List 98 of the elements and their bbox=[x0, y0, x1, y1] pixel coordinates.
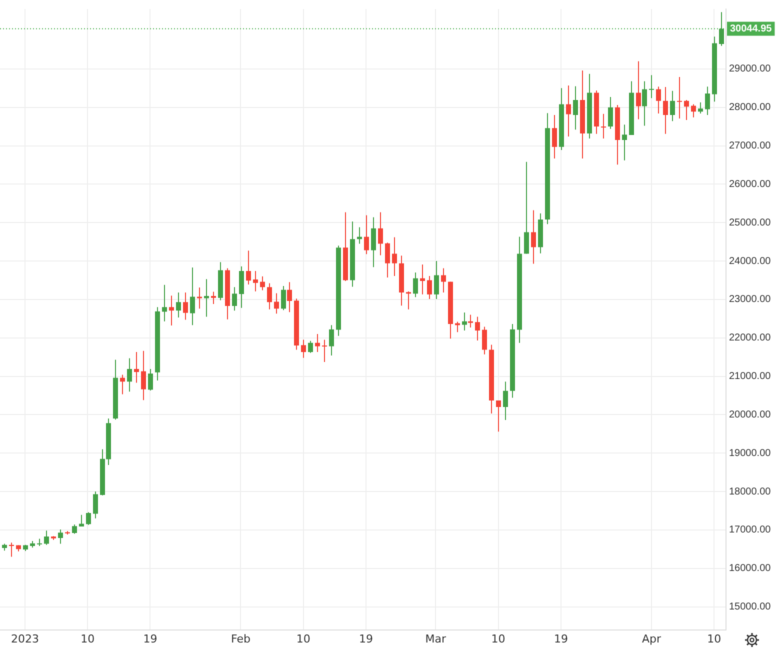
y-tick-label: 17000.00 bbox=[729, 524, 772, 536]
candlestick bbox=[622, 124, 627, 161]
candlestick bbox=[670, 90, 675, 122]
candlestick bbox=[566, 84, 571, 138]
x-tick-label: 10 bbox=[707, 632, 722, 646]
candlestick bbox=[72, 524, 77, 534]
candlestick bbox=[239, 266, 244, 308]
candlestick bbox=[204, 278, 209, 318]
candlestick bbox=[420, 264, 425, 295]
candlestick bbox=[79, 514, 84, 527]
y-tick-label: 18000.00 bbox=[729, 486, 772, 498]
candlestick bbox=[322, 339, 327, 363]
y-tick-label: 19000.00 bbox=[729, 448, 772, 459]
candlestick bbox=[315, 334, 320, 353]
candlestick bbox=[134, 352, 139, 384]
candlestick bbox=[86, 512, 91, 526]
y-tick-label: 23000.00 bbox=[729, 294, 772, 306]
x-tick-label: 19 bbox=[143, 632, 158, 646]
x-tick-label: Apr bbox=[642, 632, 662, 646]
candlestick bbox=[427, 275, 432, 300]
candlestick bbox=[413, 272, 418, 298]
x-tick-label: 10 bbox=[80, 632, 95, 646]
x-tick-label: 19 bbox=[359, 632, 374, 646]
x-tick-label: Mar bbox=[425, 632, 447, 646]
y-tick-label: 22000.00 bbox=[729, 332, 772, 344]
candlestick bbox=[531, 210, 536, 264]
candlestick bbox=[656, 86, 661, 114]
candlestick bbox=[44, 530, 49, 546]
x-tick-label: 10 bbox=[296, 632, 310, 646]
candlestick bbox=[698, 102, 703, 114]
candlestick bbox=[148, 368, 153, 391]
y-tick-label: 27000.00 bbox=[729, 140, 772, 152]
candlestick bbox=[677, 76, 682, 119]
candlestick bbox=[719, 12, 724, 46]
x-tick-label: 19 bbox=[554, 632, 568, 646]
candlestick bbox=[274, 292, 279, 314]
y-tick-label: 26000.00 bbox=[729, 178, 772, 190]
candlestick bbox=[455, 321, 460, 333]
candlestick bbox=[406, 290, 411, 310]
candlestick bbox=[260, 276, 265, 291]
candlestick bbox=[141, 350, 146, 401]
candlestick bbox=[684, 100, 689, 121]
candlestick bbox=[308, 340, 313, 354]
candlestick bbox=[58, 529, 63, 544]
candlestick bbox=[552, 114, 557, 159]
candlestick bbox=[573, 86, 578, 130]
candlestick bbox=[287, 282, 292, 313]
candlestick bbox=[267, 282, 272, 310]
candlestick bbox=[169, 295, 174, 326]
candlestick bbox=[462, 312, 467, 332]
y-tick-label: 20000.00 bbox=[729, 409, 772, 420]
candlestick bbox=[601, 113, 606, 139]
candlestick bbox=[371, 216, 376, 268]
y-tick-label: 29000.00 bbox=[729, 64, 772, 75]
candlestick bbox=[183, 292, 188, 320]
ref-line-label: 30044.95 bbox=[730, 24, 772, 35]
candlestick bbox=[441, 268, 446, 294]
y-tick-label: 21000.00 bbox=[729, 371, 772, 382]
candlestick bbox=[120, 374, 125, 395]
candlestick bbox=[642, 80, 647, 126]
candlestick bbox=[636, 60, 641, 120]
candlestick bbox=[162, 284, 167, 322]
candlestick bbox=[503, 381, 508, 421]
candlestick bbox=[482, 326, 487, 355]
candlestick bbox=[190, 267, 195, 326]
candlestick bbox=[649, 74, 654, 99]
candlestick bbox=[608, 96, 613, 130]
candlestick bbox=[246, 250, 251, 285]
candlestick bbox=[197, 287, 202, 310]
candlestick bbox=[705, 86, 710, 116]
candlestick bbox=[232, 286, 237, 312]
y-tick-label: 24000.00 bbox=[729, 256, 772, 267]
candlestick bbox=[468, 314, 473, 328]
candlestick bbox=[691, 104, 696, 118]
x-tick-label: 10 bbox=[491, 632, 506, 646]
candlestick bbox=[329, 324, 334, 356]
candlestick bbox=[93, 491, 98, 519]
candlestick bbox=[663, 86, 668, 134]
y-tick-label: 25000.00 bbox=[729, 217, 772, 228]
x-tick-label: Feb bbox=[231, 632, 250, 646]
x-tick-label: 2023 bbox=[10, 632, 39, 646]
y-tick-label: 28000.00 bbox=[729, 102, 772, 114]
candlestick bbox=[475, 316, 480, 342]
candlestick bbox=[281, 285, 286, 311]
candlestick bbox=[434, 260, 439, 300]
candlestick bbox=[211, 291, 216, 305]
candlestick bbox=[392, 236, 397, 276]
y-tick-label: 16000.00 bbox=[729, 563, 772, 574]
candlestick bbox=[253, 270, 258, 292]
candlestick bbox=[524, 161, 529, 254]
candlestick bbox=[364, 214, 369, 255]
y-tick-label: 15000.00 bbox=[729, 602, 772, 612]
candlestick bbox=[301, 339, 306, 358]
candlestick bbox=[127, 358, 132, 392]
candlestick bbox=[176, 292, 181, 318]
candlestick bbox=[496, 400, 501, 432]
candlestick bbox=[378, 212, 383, 256]
candlestick bbox=[385, 242, 390, 278]
